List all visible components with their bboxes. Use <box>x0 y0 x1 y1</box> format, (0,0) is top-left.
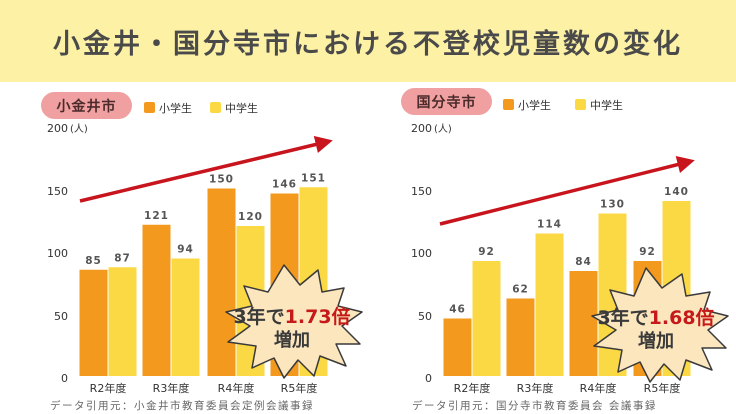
bar-junior-high <box>535 233 564 376</box>
chart-title: 小金井市 <box>57 98 117 115</box>
trend-arrow <box>439 156 695 226</box>
bar-value-label: 94 <box>177 244 194 256</box>
y-tick-label: 200 <box>47 122 68 135</box>
bar-value-label: 130 <box>600 199 625 211</box>
x-tick-label: R3年度 <box>517 381 554 395</box>
charts-area: 小金井市 小学生 中学生 0 50 100 150 200 (人) 85 121 1… <box>41 88 729 412</box>
bar-junior-high <box>171 258 200 376</box>
y-tick-label: 100 <box>411 247 432 260</box>
callout-value: 1.73倍 <box>285 305 351 328</box>
x-tick-label: R2年度 <box>90 381 127 395</box>
chart-title-badge <box>41 92 132 119</box>
bar-value-label: 84 <box>575 256 592 268</box>
bar-value-label: 114 <box>537 219 562 231</box>
legend-label-elementary: 小学生 <box>518 98 551 112</box>
increase-callout: 3年で1.68倍 増加 <box>591 267 729 383</box>
callout-line2: 増加 <box>638 330 674 352</box>
y-tick-label: 50 <box>54 310 68 323</box>
bar-value-label: 92 <box>639 246 656 258</box>
x-tick-label: R4年度 <box>218 381 255 395</box>
bar-value-label: 46 <box>449 304 466 316</box>
bar-value-label: 85 <box>85 255 102 267</box>
y-axis-unit: (人) <box>434 123 452 135</box>
chart-title: 国分寺市 <box>417 94 477 111</box>
callout-line2: 増加 <box>274 329 310 351</box>
legend-swatch-junior-high <box>210 102 221 113</box>
legend-swatch-elementary <box>144 102 155 113</box>
bar-value-label: 62 <box>512 284 529 296</box>
callout-text: 3年で1.73倍 <box>233 305 350 328</box>
y-axis-unit: (人) <box>70 123 88 135</box>
callout-prefix: 3年で <box>233 305 284 328</box>
legend-label-junior-high: 中学生 <box>225 101 258 115</box>
bar-elementary <box>443 318 472 376</box>
bar-elementary <box>506 298 535 376</box>
bar-value-label: 120 <box>238 211 263 223</box>
legend-swatch-junior-high <box>575 99 586 110</box>
x-tick-label: R5年度 <box>281 381 318 395</box>
bar-value-label: 146 <box>272 179 297 191</box>
callout-value: 1.68倍 <box>649 306 715 329</box>
data-source: データ引用元：国分寺市教育委員会 会議事録 <box>412 399 657 412</box>
bar-junior-high <box>108 267 137 376</box>
y-tick-label: 50 <box>418 310 432 323</box>
data-source: データ引用元：小金井市教育委員会定例会議事録 <box>50 399 314 412</box>
y-tick-label: 100 <box>47 247 68 260</box>
callout-text: 3年で1.68倍 <box>597 306 714 329</box>
callout-prefix: 3年で <box>597 306 648 329</box>
x-tick-label: R2年度 <box>454 381 491 395</box>
legend-label-elementary: 小学生 <box>159 101 192 115</box>
y-tick-label: 0 <box>61 372 68 385</box>
bar-value-label: 150 <box>209 174 234 186</box>
bar-value-label: 87 <box>114 252 131 264</box>
page-title: 小金井・国分寺市における不登校児童数の変化 <box>53 29 683 60</box>
y-tick-label: 150 <box>47 185 68 198</box>
trend-arrow <box>79 135 333 203</box>
header-banner: 小金井・国分寺市における不登校児童数の変化 <box>0 0 736 82</box>
chart-kokubunji: 国分寺市 小学生 中学生 0 50 100 150 200 (人) 46 62 84… <box>401 88 729 412</box>
y-tick-label: 150 <box>411 185 432 198</box>
bar-elementary <box>569 271 598 376</box>
legend-label-junior-high: 中学生 <box>590 98 623 112</box>
x-tick-label: R4年度 <box>580 381 617 395</box>
bar-value-label: 140 <box>664 186 689 198</box>
chart-title-badge <box>401 88 492 115</box>
bar-elementary <box>79 269 108 376</box>
starburst-shape <box>225 264 363 379</box>
bar-elementary <box>142 224 171 376</box>
increase-callout: 3年で1.73倍 増加 <box>225 264 363 379</box>
bar-junior-high <box>472 261 501 376</box>
y-tick-label: 200 <box>411 122 432 135</box>
bar-value-label: 92 <box>478 246 495 258</box>
starburst-shape <box>591 267 729 383</box>
legend-swatch-elementary <box>503 99 514 110</box>
y-tick-label: 0 <box>425 372 432 385</box>
x-tick-label: R3年度 <box>153 381 190 395</box>
bar-value-label: 151 <box>301 172 326 184</box>
bar-value-label: 121 <box>144 210 169 222</box>
bar-elementary <box>207 188 236 376</box>
chart-koganei: 小金井市 小学生 中学生 0 50 100 150 200 (人) 85 121 1… <box>41 92 363 412</box>
x-tick-label: R5年度 <box>644 381 681 395</box>
